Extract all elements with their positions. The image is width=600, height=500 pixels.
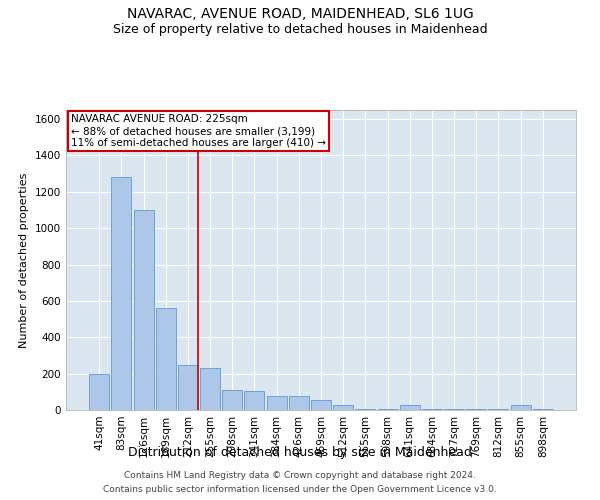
Text: Distribution of detached houses by size in Maidenhead: Distribution of detached houses by size … <box>128 446 472 459</box>
Bar <box>422 409 442 410</box>
Bar <box>178 366 198 410</box>
Bar <box>333 404 353 410</box>
Bar <box>311 400 331 410</box>
Bar <box>112 178 131 410</box>
Bar <box>289 396 309 410</box>
Bar <box>156 308 176 410</box>
Bar <box>134 210 154 410</box>
Bar <box>244 391 265 410</box>
Text: NAVARAC, AVENUE ROAD, MAIDENHEAD, SL6 1UG: NAVARAC, AVENUE ROAD, MAIDENHEAD, SL6 1U… <box>127 8 473 22</box>
Bar <box>377 409 398 410</box>
Bar <box>200 368 220 410</box>
Bar <box>511 404 530 410</box>
Bar <box>266 396 287 410</box>
Text: Contains HM Land Registry data © Crown copyright and database right 2024.: Contains HM Land Registry data © Crown c… <box>124 472 476 480</box>
Bar <box>355 409 376 410</box>
Text: NAVARAC AVENUE ROAD: 225sqm
← 88% of detached houses are smaller (3,199)
11% of : NAVARAC AVENUE ROAD: 225sqm ← 88% of det… <box>71 114 326 148</box>
Bar <box>488 409 508 410</box>
Y-axis label: Number of detached properties: Number of detached properties <box>19 172 29 348</box>
Bar <box>89 374 109 410</box>
Bar <box>466 409 486 410</box>
Text: Size of property relative to detached houses in Maidenhead: Size of property relative to detached ho… <box>113 22 487 36</box>
Bar <box>400 404 420 410</box>
Bar <box>444 409 464 410</box>
Text: Contains public sector information licensed under the Open Government Licence v3: Contains public sector information licen… <box>103 484 497 494</box>
Bar <box>533 409 553 410</box>
Bar <box>222 390 242 410</box>
